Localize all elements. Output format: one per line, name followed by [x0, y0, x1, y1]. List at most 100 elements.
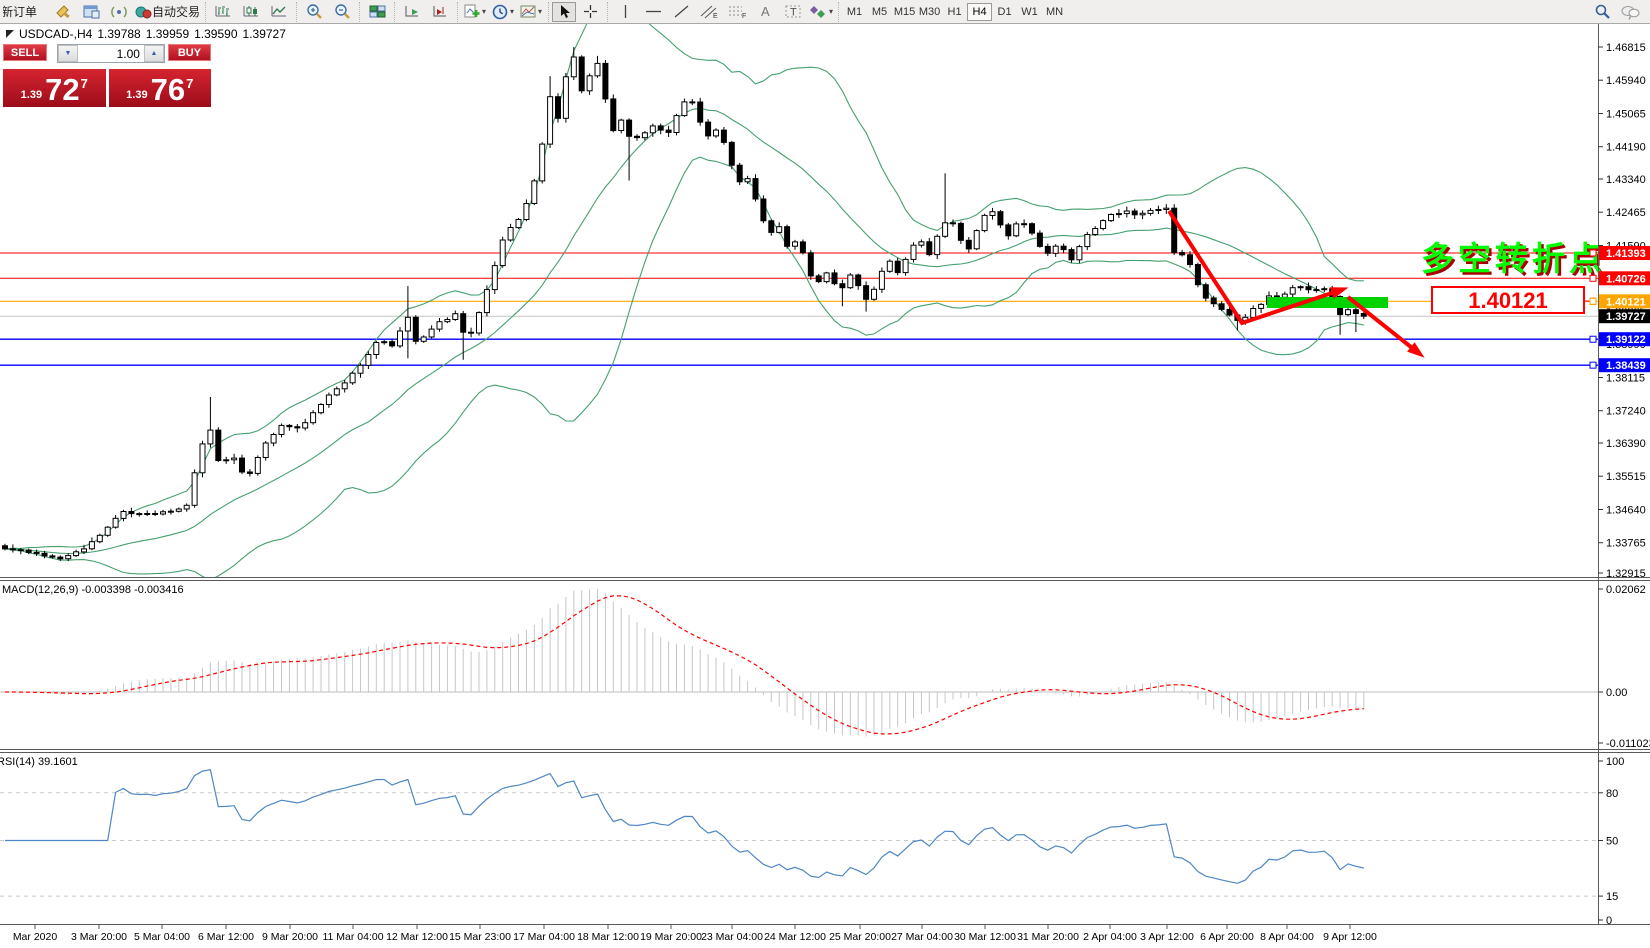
ohlc-close: 1.39727: [242, 27, 286, 41]
toolbar-group-scroll: [394, 1, 457, 22]
tile-windows-button[interactable]: [363, 2, 391, 22]
auto-scroll-button[interactable]: [398, 2, 426, 22]
price-tick-label: 1.38115: [1606, 373, 1645, 385]
templates-caret-icon[interactable]: ▾: [538, 7, 543, 16]
sell-button[interactable]: SELL: [3, 44, 47, 61]
time-tick-label: 27 Mar 04:00: [891, 931, 953, 943]
candles-layer: [2, 47, 1367, 562]
line-chart-button[interactable]: [265, 2, 293, 22]
price-line-badge: [1599, 358, 1650, 373]
autotrading-button[interactable]: 自动交易: [133, 2, 202, 22]
autotrading-label: 自动交易: [152, 5, 201, 19]
support-zone-rectangle[interactable]: [1267, 297, 1388, 308]
shapes-button[interactable]: ▾: [807, 2, 835, 22]
toolbar-group-objects: E F A T ▾: [607, 1, 838, 22]
trend-zigzag-arrow[interactable]: [1167, 209, 1339, 326]
macd-tick-label: 0.00: [1606, 687, 1627, 699]
svg-text:E: E: [713, 13, 718, 19]
trendline-button[interactable]: [667, 2, 695, 22]
time-axis[interactable]: Mar 2020 3 Mar 20:00 5 Mar 04:00 6 Mar 12:0…: [13, 925, 1377, 943]
search-button[interactable]: [1588, 2, 1616, 22]
chat-button[interactable]: [1616, 2, 1644, 22]
zoom-in-button[interactable]: [300, 2, 328, 22]
price-axis[interactable]: 1.46815 1.45940 1.45065 1.44190 1.43340 1.424…: [1589, 42, 1650, 927]
templates-button[interactable]: ▾: [517, 2, 545, 22]
new-order-button[interactable]: 新订单: [3, 2, 49, 22]
toolbar-group-zoom: [296, 1, 359, 22]
timeframe-d1-button[interactable]: D1: [997, 5, 1012, 18]
timeframe-h4-button[interactable]: H4: [967, 2, 993, 21]
vline-button[interactable]: [611, 2, 639, 22]
price-badge-label: 1.40726: [1606, 273, 1646, 285]
signal-button[interactable]: [105, 2, 133, 22]
chat-icon: [1621, 5, 1640, 20]
sell-price-pip: 7: [80, 76, 88, 91]
zoom-out-button[interactable]: [328, 2, 356, 22]
price-tick-label: 1.33765: [1606, 538, 1646, 550]
cursor-icon: [560, 5, 570, 18]
time-tick-label: 9 Apr 12:00: [1323, 931, 1377, 943]
zoom-out-icon: [334, 3, 350, 19]
down-arrow[interactable]: [1346, 295, 1418, 353]
signal-icon: [110, 6, 127, 18]
price-tick-label: 1.36390: [1606, 438, 1646, 450]
time-tick-label: 8 Apr 04:00: [1260, 931, 1314, 943]
indicators-caret-icon[interactable]: ▾: [482, 7, 487, 16]
time-tick-label: 3 Apr 12:00: [1140, 931, 1194, 943]
channel-button[interactable]: E: [695, 2, 723, 22]
rsi-label: RSI(14) 39.1601: [0, 756, 78, 768]
buy-price-big: 76: [150, 72, 186, 107]
timeframe-m15-button[interactable]: M15: [893, 5, 916, 18]
volume-control: ▼ ▲: [56, 44, 165, 63]
timeframe-m5-button[interactable]: M5: [871, 5, 888, 18]
sell-price-box[interactable]: 1.39 72 7: [3, 69, 106, 107]
hline-button[interactable]: [639, 2, 667, 22]
hammer-button[interactable]: [49, 2, 77, 22]
timeframe-h1-button[interactable]: H1: [947, 5, 962, 18]
text-button[interactable]: A: [751, 2, 779, 22]
time-tick-label: Mar 2020: [13, 931, 58, 943]
timeframe-w1-button[interactable]: W1: [1021, 5, 1038, 18]
timeframe-m1-button[interactable]: M1: [846, 5, 863, 18]
price-callout-box[interactable]: [1431, 286, 1585, 314]
hlines-layer[interactable]: [0, 252, 1598, 366]
rsi-tick-label: 80: [1606, 788, 1618, 800]
crosshair-button[interactable]: [576, 2, 604, 22]
bar-chart-button[interactable]: [209, 2, 237, 22]
turning-point-text[interactable]: 多空转折点: [1424, 243, 1609, 280]
timeframe-mn-button[interactable]: MN: [1045, 5, 1064, 18]
periods-caret-icon[interactable]: ▾: [510, 7, 515, 16]
chart-collapse-icon[interactable]: [6, 30, 14, 38]
price-tick-label: 1.45940: [1606, 75, 1646, 87]
volume-input[interactable]: [77, 45, 144, 62]
shapes-caret-icon[interactable]: ▾: [829, 7, 834, 16]
turning-point-text[interactable]: 多空转折点: [1421, 240, 1606, 277]
text-label-button[interactable]: T: [779, 2, 807, 22]
volume-down-button[interactable]: ▼: [57, 45, 78, 62]
periods-button[interactable]: ▾: [489, 2, 517, 22]
time-tick-label: 2 Apr 04:00: [1083, 931, 1137, 943]
price-tick-label: 1.45065: [1606, 109, 1646, 121]
candlestick-icon: [243, 6, 258, 17]
time-tick-label: 6 Apr 20:00: [1200, 931, 1254, 943]
candlestick-button[interactable]: [237, 2, 265, 22]
buy-price-box[interactable]: 1.39 76 7: [108, 69, 211, 107]
buy-button[interactable]: BUY: [167, 44, 211, 61]
indicators-button[interactable]: ▾: [461, 2, 489, 22]
fibonacci-button[interactable]: F: [723, 2, 751, 22]
volume-up-button[interactable]: ▲: [143, 45, 164, 62]
toolbar-group-cursor: [548, 1, 607, 22]
cursor-button[interactable]: [552, 1, 577, 22]
macd-label: MACD(12,26,9) -0.003398 -0.003416: [2, 584, 184, 596]
text-icon: A: [761, 4, 770, 19]
templates-icon: [520, 5, 536, 18]
macd-pane: [0, 589, 1598, 737]
price-tick-label: 1.32915: [1606, 568, 1646, 580]
trendline-icon: [674, 5, 688, 18]
timeframe-m30-button[interactable]: M30: [918, 5, 941, 18]
chart-shift-button[interactable]: [426, 2, 454, 22]
terminal-button[interactable]: [77, 2, 105, 22]
annotations-layer[interactable]: 1.40121: [1167, 209, 1597, 358]
price-tick-label: 1.37240: [1606, 406, 1646, 418]
